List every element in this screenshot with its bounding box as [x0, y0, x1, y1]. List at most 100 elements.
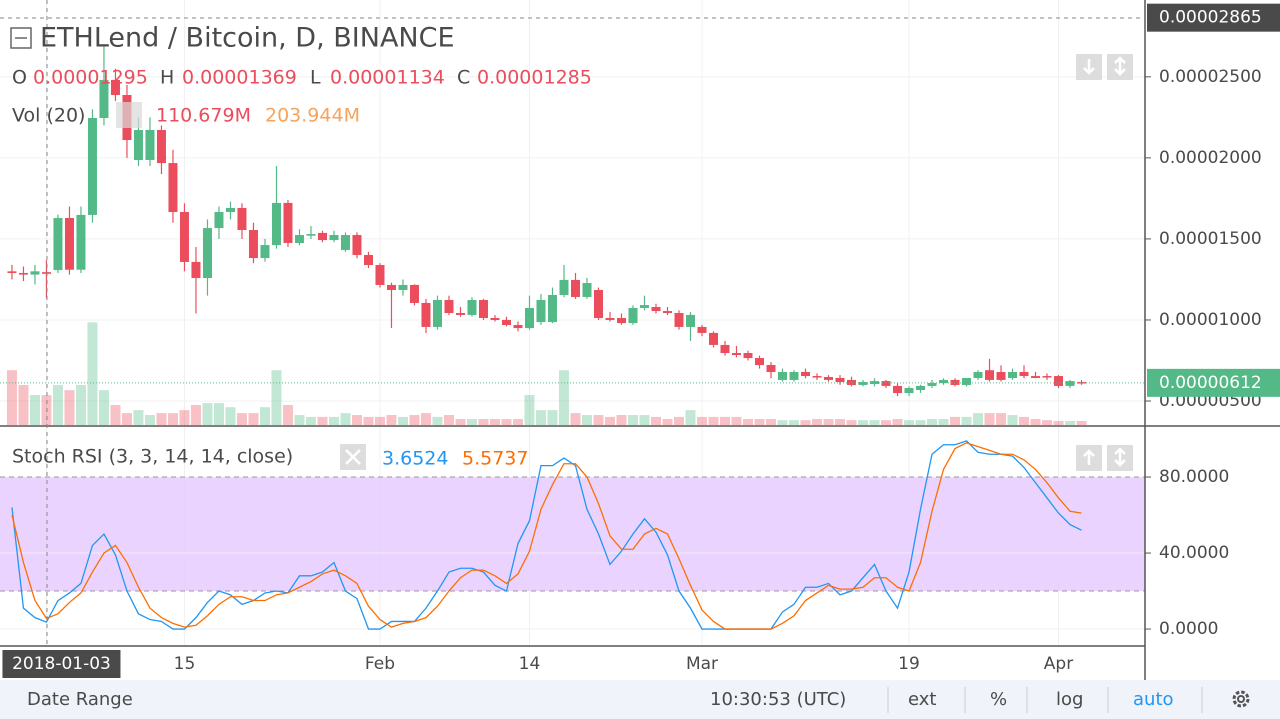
volume-bar: [800, 420, 811, 425]
volume-bar: [121, 413, 132, 425]
volume-value: 110.679M: [156, 105, 251, 127]
candle-body: [962, 377, 972, 385]
price-tag-label: 0.00000612: [1159, 373, 1262, 393]
volume-bar: [190, 405, 201, 425]
volume-bar: [604, 416, 615, 425]
volume-settings-icon[interactable]: [116, 102, 142, 128]
stoch-line: [11, 440, 1082, 630]
ohlc-value: 0.00001134: [330, 67, 445, 89]
volume-bar: [236, 413, 247, 425]
candle-body: [616, 318, 626, 324]
candle-body: [835, 377, 845, 383]
volume-bar: [98, 390, 109, 425]
toolbar-separators: [887, 687, 1203, 713]
arrow-up: [1083, 449, 1095, 465]
auto-button[interactable]: auto: [1133, 689, 1174, 710]
candle-body: [754, 358, 764, 366]
stoch-line: [11, 442, 1082, 630]
volume-bar: [340, 413, 351, 425]
x-tick-label: 14: [519, 654, 541, 674]
candle-body: [179, 212, 189, 262]
volume-bar: [823, 419, 834, 425]
volume-bar: [328, 416, 339, 425]
gear-hub: [1237, 695, 1245, 703]
candle-body: [294, 235, 304, 243]
volume-bar: [627, 415, 638, 425]
volume-bar: [478, 419, 489, 425]
volume-bar: [766, 419, 777, 425]
date-range-button[interactable]: Date Range: [27, 689, 133, 710]
volume-bar: [881, 420, 892, 425]
candle-body: [789, 371, 799, 380]
volume-bar: [294, 415, 305, 425]
collapse-box[interactable]: [10, 27, 32, 49]
volume-bar: [996, 413, 1007, 425]
clock: 10:30:53 (UTC): [710, 689, 846, 710]
volume-bar: [110, 405, 121, 425]
volume-bar: [984, 413, 995, 425]
candle-body: [858, 382, 868, 385]
candle-body: [444, 300, 454, 313]
ext-button[interactable]: ext: [908, 689, 936, 710]
volume-bar: [754, 419, 765, 425]
arrow-down: [1083, 59, 1095, 75]
volume-bar: [789, 420, 800, 425]
volume-bar: [812, 419, 823, 425]
volume-bar: [639, 415, 650, 425]
candle-body: [41, 272, 51, 274]
stoch-d-value: 5.5737: [462, 448, 528, 470]
candle-body: [513, 324, 523, 329]
candle-body: [766, 365, 776, 372]
candle-body: [237, 207, 247, 231]
candle-body: [317, 232, 327, 241]
candle-body: [490, 318, 500, 320]
arrow-updown: [1114, 56, 1126, 76]
volume-bar: [915, 420, 926, 425]
price-tag: [1147, 368, 1280, 397]
settings-button[interactable]: [1232, 690, 1250, 708]
pane-buttons[interactable]: [340, 54, 1133, 471]
candle-body: [421, 302, 431, 327]
title-icon[interactable]: [10, 27, 32, 49]
candle-body: [501, 319, 511, 325]
candle-body: [1019, 371, 1029, 377]
volume-bar: [961, 416, 972, 425]
candle-body: [824, 377, 834, 380]
candle-body: [697, 326, 707, 333]
volume-bar: [1076, 420, 1087, 425]
stoch-k-value: 3.6524: [382, 448, 448, 470]
candle-body: [939, 379, 949, 384]
volume-bar: [52, 385, 63, 425]
candle-body: [1077, 382, 1087, 384]
candle-body: [870, 381, 880, 384]
ohlc-value: 0.00001295: [33, 67, 148, 89]
candle-body: [409, 284, 419, 303]
percent-button[interactable]: %: [990, 689, 1007, 710]
axis-labels: 2018-01-03 15 Feb 14 Mar 19 Apr0.000005000.000…: [2, 3, 1280, 678]
volume-bar: [144, 415, 155, 425]
volume-title: Vol (20): [12, 105, 85, 127]
volume-bar: [1042, 420, 1053, 425]
volume-bar: [386, 415, 397, 425]
volume-bar: [225, 407, 236, 425]
volume-bar: [248, 413, 259, 425]
volume-bar: [708, 416, 719, 425]
y-tick-label: 0.00002500: [1159, 67, 1262, 87]
y-tick-label: 0.00001000: [1159, 310, 1262, 330]
log-button[interactable]: log: [1056, 689, 1083, 710]
volume-bar: [1053, 420, 1064, 425]
candle-body: [110, 79, 120, 95]
volume-bar: [512, 419, 523, 425]
volume-bar: [846, 420, 857, 425]
candle-body: [778, 371, 788, 380]
volume-bar: [570, 413, 581, 425]
ohlc-value: 0.00001369: [182, 67, 297, 89]
x-tick-label: 15: [174, 654, 196, 674]
close-cross: [345, 449, 361, 465]
volume-bar: [742, 419, 753, 425]
candle-body: [593, 289, 603, 319]
volume-bar: [409, 415, 420, 425]
candle-body: [7, 271, 17, 273]
volume-bar: [1030, 419, 1041, 425]
candle-body: [329, 235, 339, 241]
